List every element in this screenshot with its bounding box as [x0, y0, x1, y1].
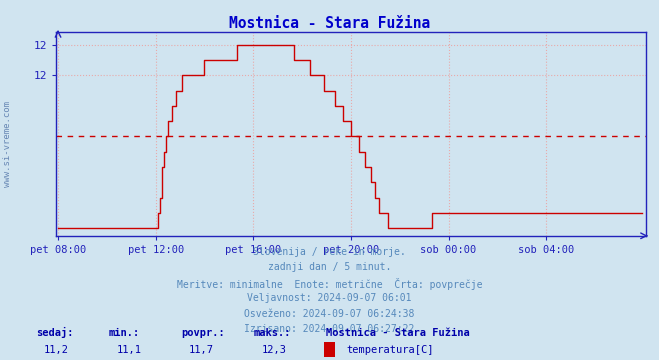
Text: 11,1: 11,1 [117, 345, 142, 355]
Text: www.si-vreme.com: www.si-vreme.com [3, 101, 13, 187]
Text: min.:: min.: [109, 328, 140, 338]
Text: povpr.:: povpr.: [181, 328, 225, 338]
Text: 11,7: 11,7 [189, 345, 214, 355]
Text: sedaj:: sedaj: [36, 327, 74, 338]
Text: Osveženo: 2024-09-07 06:24:38: Osveženo: 2024-09-07 06:24:38 [244, 309, 415, 319]
Text: Mostnica - Stara Fužina: Mostnica - Stara Fužina [326, 328, 470, 338]
Text: Mostnica - Stara Fužina: Mostnica - Stara Fužina [229, 16, 430, 31]
Text: temperatura[C]: temperatura[C] [346, 345, 434, 355]
Text: Meritve: minimalne  Enote: metrične  Črta: povprečje: Meritve: minimalne Enote: metrične Črta:… [177, 278, 482, 289]
Text: Slovenija / reke in morje.: Slovenija / reke in morje. [253, 247, 406, 257]
Text: 12,3: 12,3 [262, 345, 287, 355]
Text: 11,2: 11,2 [44, 345, 69, 355]
Text: zadnji dan / 5 minut.: zadnji dan / 5 minut. [268, 262, 391, 272]
Text: Veljavnost: 2024-09-07 06:01: Veljavnost: 2024-09-07 06:01 [247, 293, 412, 303]
Text: maks.:: maks.: [254, 328, 291, 338]
Text: Izrisano: 2024-09-07 06:27:22: Izrisano: 2024-09-07 06:27:22 [244, 324, 415, 334]
